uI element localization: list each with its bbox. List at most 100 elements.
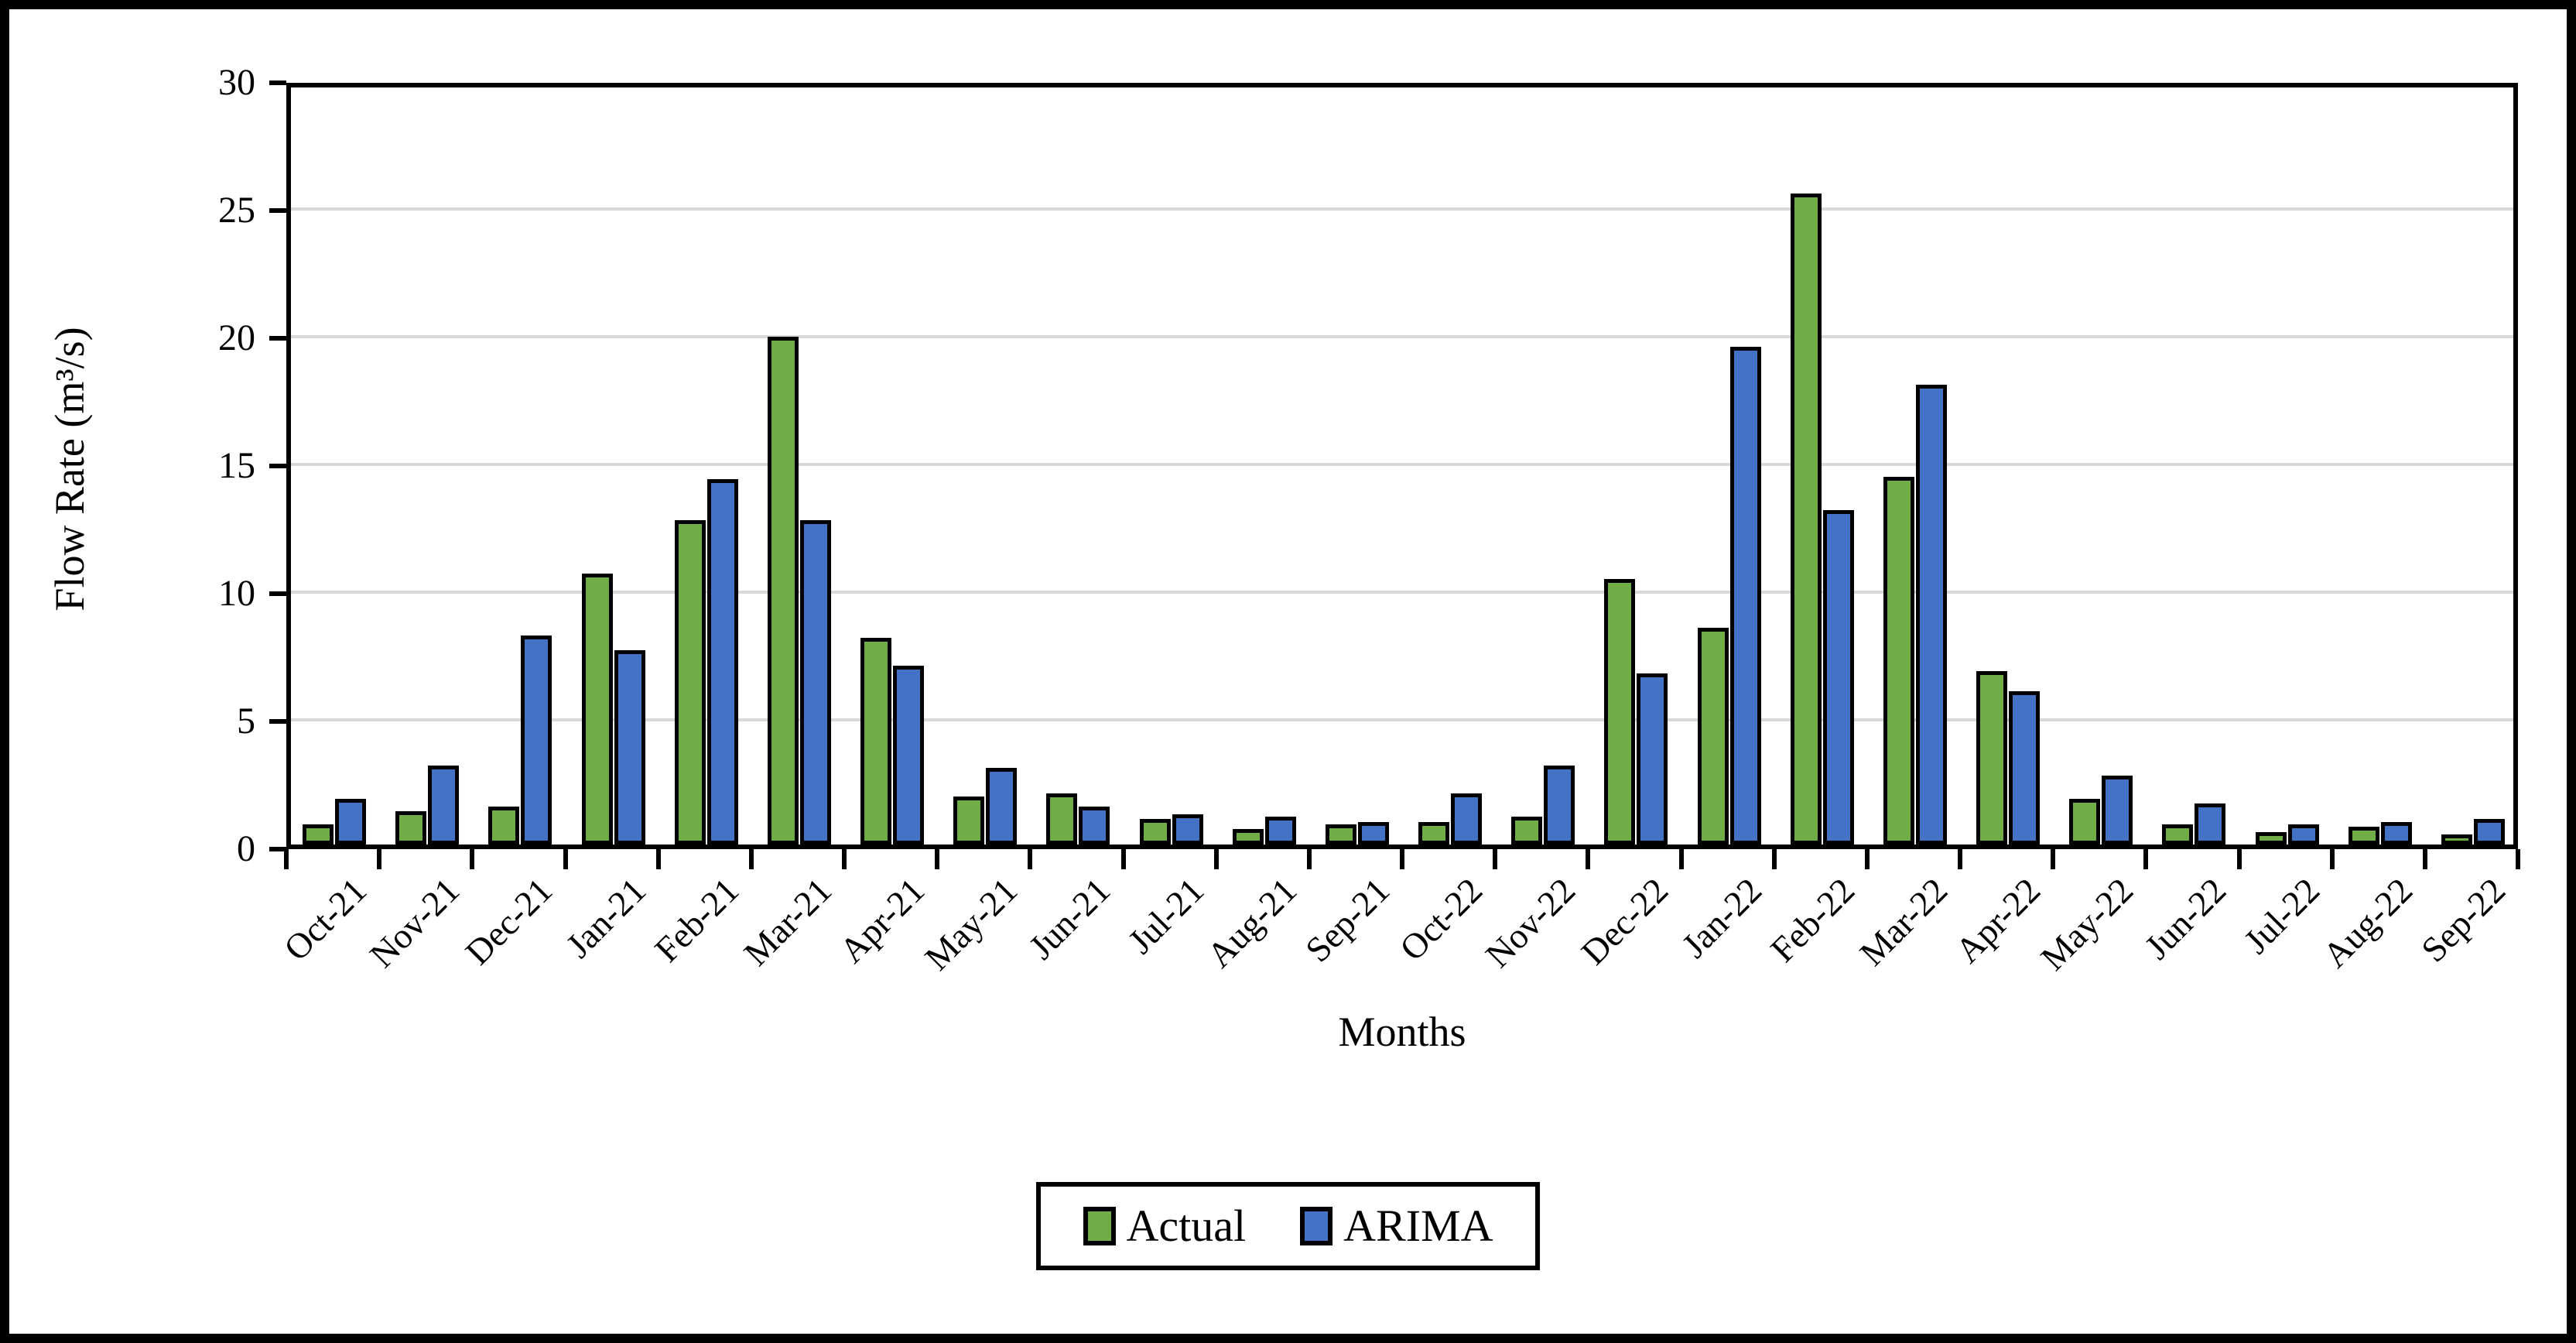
bar-arima-Nov-22 bbox=[1544, 766, 1575, 845]
gridline-25 bbox=[291, 207, 2513, 211]
legend-item-arima: ARIMA bbox=[1300, 1204, 1493, 1249]
bar-arima-May-21 bbox=[986, 768, 1017, 845]
x-tick-10 bbox=[1213, 849, 1219, 869]
x-tick-2 bbox=[470, 849, 475, 869]
bar-actual-Nov-21 bbox=[395, 811, 426, 845]
bar-arima-Jan-21 bbox=[614, 650, 645, 845]
bar-actual-Feb-21 bbox=[675, 520, 706, 845]
bar-arima-May-22 bbox=[2102, 776, 2133, 845]
bar-arima-Dec-22 bbox=[1637, 673, 1668, 845]
bar-arima-Nov-21 bbox=[428, 766, 459, 845]
y-tick-0 bbox=[269, 847, 286, 851]
bar-actual-Mar-22 bbox=[1883, 477, 1914, 845]
y-tick-5 bbox=[269, 719, 286, 724]
bar-actual-May-21 bbox=[953, 797, 984, 845]
bar-actual-May-22 bbox=[2069, 799, 2100, 845]
bar-actual-Mar-21 bbox=[768, 337, 799, 845]
bar-actual-Feb-22 bbox=[1791, 194, 1822, 845]
bar-actual-Sep-21 bbox=[1326, 824, 1356, 845]
bar-arima-Jun-22 bbox=[2195, 803, 2225, 845]
y-tick-20 bbox=[269, 336, 286, 341]
bar-arima-Aug-21 bbox=[1265, 817, 1296, 845]
gridline-10 bbox=[291, 591, 2513, 594]
bar-actual-Jul-21 bbox=[1140, 819, 1171, 845]
x-tick-18 bbox=[1958, 849, 1962, 869]
x-tick-21 bbox=[2236, 849, 2242, 869]
x-tick-5 bbox=[748, 849, 754, 869]
bar-arima-Jul-22 bbox=[2288, 824, 2319, 845]
gridline-15 bbox=[291, 463, 2513, 466]
y-label-20: 20 bbox=[218, 317, 255, 358]
bar-actual-Aug-22 bbox=[2349, 827, 2379, 845]
x-tick-7 bbox=[935, 849, 940, 869]
legend-item-actual: Actual bbox=[1083, 1201, 1247, 1251]
y-label-10: 10 bbox=[218, 573, 255, 614]
bar-actual-Oct-22 bbox=[1418, 822, 1449, 845]
bar-arima-Jan-22 bbox=[1730, 347, 1761, 845]
bar-actual-Jun-22 bbox=[2162, 824, 2193, 845]
bar-arima-Aug-22 bbox=[2381, 822, 2412, 845]
bar-actual-Apr-21 bbox=[860, 638, 891, 845]
legend: Actual ARIMA bbox=[1035, 1182, 1541, 1270]
x-tick-12 bbox=[1400, 849, 1404, 869]
x-tick-0 bbox=[284, 849, 289, 869]
bar-arima-Oct-21 bbox=[335, 799, 366, 845]
x-tick-14 bbox=[1586, 849, 1591, 869]
gridline-5 bbox=[291, 718, 2513, 721]
bar-actual-Sep-22 bbox=[2441, 834, 2472, 845]
x-tick-8 bbox=[1028, 849, 1033, 869]
gridline-20 bbox=[291, 335, 2513, 338]
bar-actual-Jul-22 bbox=[2256, 832, 2287, 845]
bar-actual-Jan-21 bbox=[582, 574, 613, 845]
bar-arima-Sep-21 bbox=[1358, 822, 1389, 845]
x-tick-23 bbox=[2422, 849, 2427, 869]
bar-actual-Dec-22 bbox=[1604, 579, 1635, 845]
bar-actual-Oct-21 bbox=[303, 824, 334, 845]
y-axis-title: Flow Rate (m³/s) bbox=[46, 327, 93, 612]
y-tick-10 bbox=[269, 591, 286, 596]
bar-arima-Jul-21 bbox=[1172, 814, 1203, 845]
y-tick-25 bbox=[269, 208, 286, 213]
x-tick-4 bbox=[655, 849, 661, 869]
bar-arima-Feb-21 bbox=[707, 479, 738, 845]
bar-actual-Nov-22 bbox=[1511, 817, 1542, 845]
x-tick-9 bbox=[1120, 849, 1126, 869]
x-tick-22 bbox=[2329, 849, 2335, 869]
bar-arima-Mar-22 bbox=[1916, 385, 1947, 845]
x-tick-24 bbox=[2516, 849, 2520, 869]
bar-arima-Jun-21 bbox=[1079, 807, 1110, 845]
y-label-5: 5 bbox=[237, 701, 255, 742]
bar-arima-Mar-21 bbox=[800, 520, 831, 845]
bar-arima-Dec-21 bbox=[521, 636, 552, 845]
arima-swatch-icon bbox=[1300, 1207, 1333, 1245]
x-tick-13 bbox=[1493, 849, 1498, 869]
bar-actual-Dec-21 bbox=[488, 807, 519, 845]
legend-label-actual: Actual bbox=[1126, 1201, 1247, 1251]
y-label-15: 15 bbox=[218, 445, 255, 486]
x-tick-11 bbox=[1306, 849, 1312, 869]
bar-actual-Jun-21 bbox=[1046, 793, 1077, 845]
plot-area bbox=[286, 83, 2518, 849]
legend-label-arima: ARIMA bbox=[1343, 1201, 1493, 1251]
bar-arima-Apr-21 bbox=[893, 666, 924, 845]
x-tick-20 bbox=[2143, 849, 2149, 869]
actual-swatch-icon bbox=[1083, 1207, 1116, 1245]
x-tick-17 bbox=[1864, 849, 1870, 869]
x-tick-3 bbox=[563, 849, 568, 869]
x-tick-1 bbox=[377, 849, 382, 869]
bar-actual-Jan-22 bbox=[1698, 628, 1729, 845]
y-label-30: 30 bbox=[218, 62, 255, 103]
y-tick-15 bbox=[269, 464, 286, 468]
x-tick-19 bbox=[2051, 849, 2056, 869]
x-tick-15 bbox=[1678, 849, 1684, 869]
y-label-25: 25 bbox=[218, 190, 255, 231]
bar-arima-Oct-22 bbox=[1451, 793, 1482, 845]
bar-actual-Aug-21 bbox=[1233, 829, 1264, 845]
y-label-0: 0 bbox=[237, 828, 255, 869]
x-axis-title: Months bbox=[1338, 1009, 1466, 1055]
x-tick-16 bbox=[1771, 849, 1777, 869]
bar-arima-Feb-22 bbox=[1823, 510, 1854, 845]
bar-actual-Apr-22 bbox=[1976, 671, 2007, 845]
bar-arima-Sep-22 bbox=[2474, 819, 2505, 845]
